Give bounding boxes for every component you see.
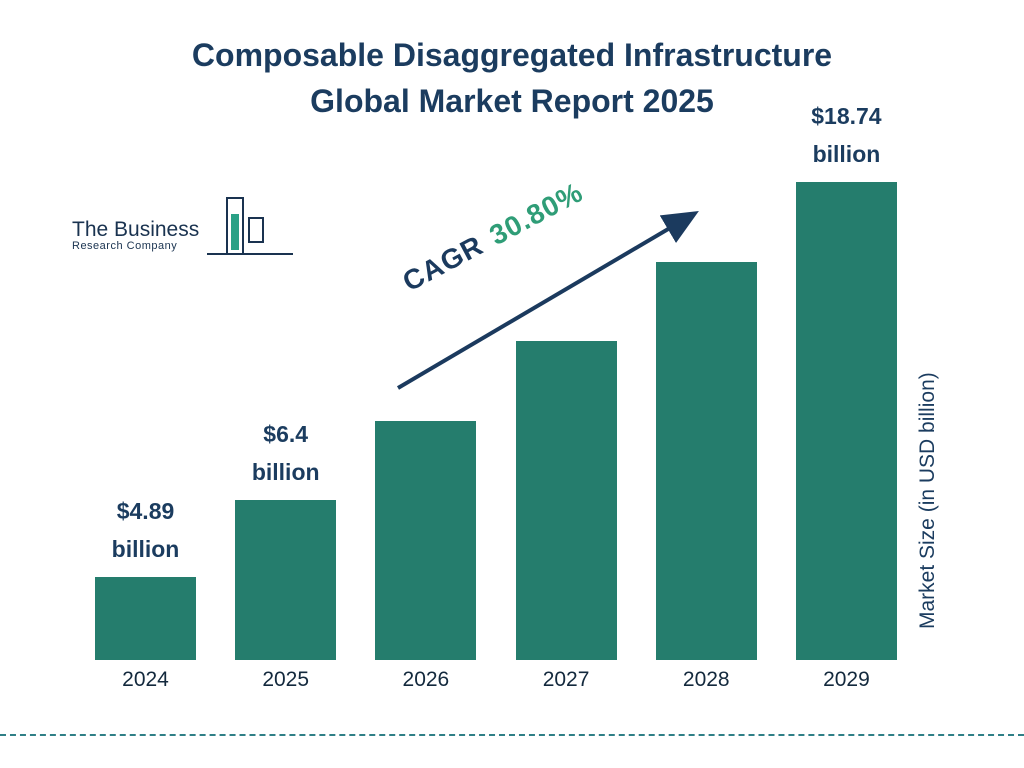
bar-2024: $4.89 billion <box>95 498 196 660</box>
value-label-2025: $6.4 billion <box>251 421 320 486</box>
x-axis-label-2029: 2029 <box>823 668 870 691</box>
bar-chart: $4.89 billion $6.4 billion $18.74 billion <box>95 103 897 660</box>
bar-2026 <box>375 421 477 660</box>
y-axis-label: Market Size (in USD billion) <box>916 372 939 630</box>
x-axis-label-2025: 2025 <box>262 668 310 691</box>
page-title-line2: Global Market Report 2025 <box>310 83 714 120</box>
value-label-2029: $18.74 billion <box>811 103 882 168</box>
logo-subtitle: Research Company <box>72 240 178 253</box>
x-axis-label-2027: 2027 <box>542 668 590 691</box>
x-axis-label-2028: 2028 <box>682 668 730 691</box>
bar-chart-logo-icon <box>205 196 295 267</box>
bar-2027 <box>515 341 617 660</box>
page-title-line1: Composable Disaggregated Infrastructure <box>191 37 833 73</box>
page-title: Composable Disaggregated Infrastructure … <box>0 32 1024 125</box>
x-axis-labels: 2024 2025 2026 2027 2028 2029 <box>95 668 897 692</box>
x-axis-label-2026: 2026 <box>402 668 450 691</box>
logo: The Business Research Company <box>72 196 295 267</box>
bottom-dashed-divider <box>0 734 1024 736</box>
x-axis-label-2024: 2024 <box>122 668 169 691</box>
bar-2029: $18.74 billion <box>795 103 897 660</box>
logo-name: The Business <box>72 218 200 242</box>
logo-text: The Business Research Company <box>72 219 199 267</box>
value-label-2024: $4.89 billion <box>111 498 180 563</box>
bar-2025: $6.4 billion <box>235 421 337 660</box>
bar-2028 <box>655 262 757 660</box>
